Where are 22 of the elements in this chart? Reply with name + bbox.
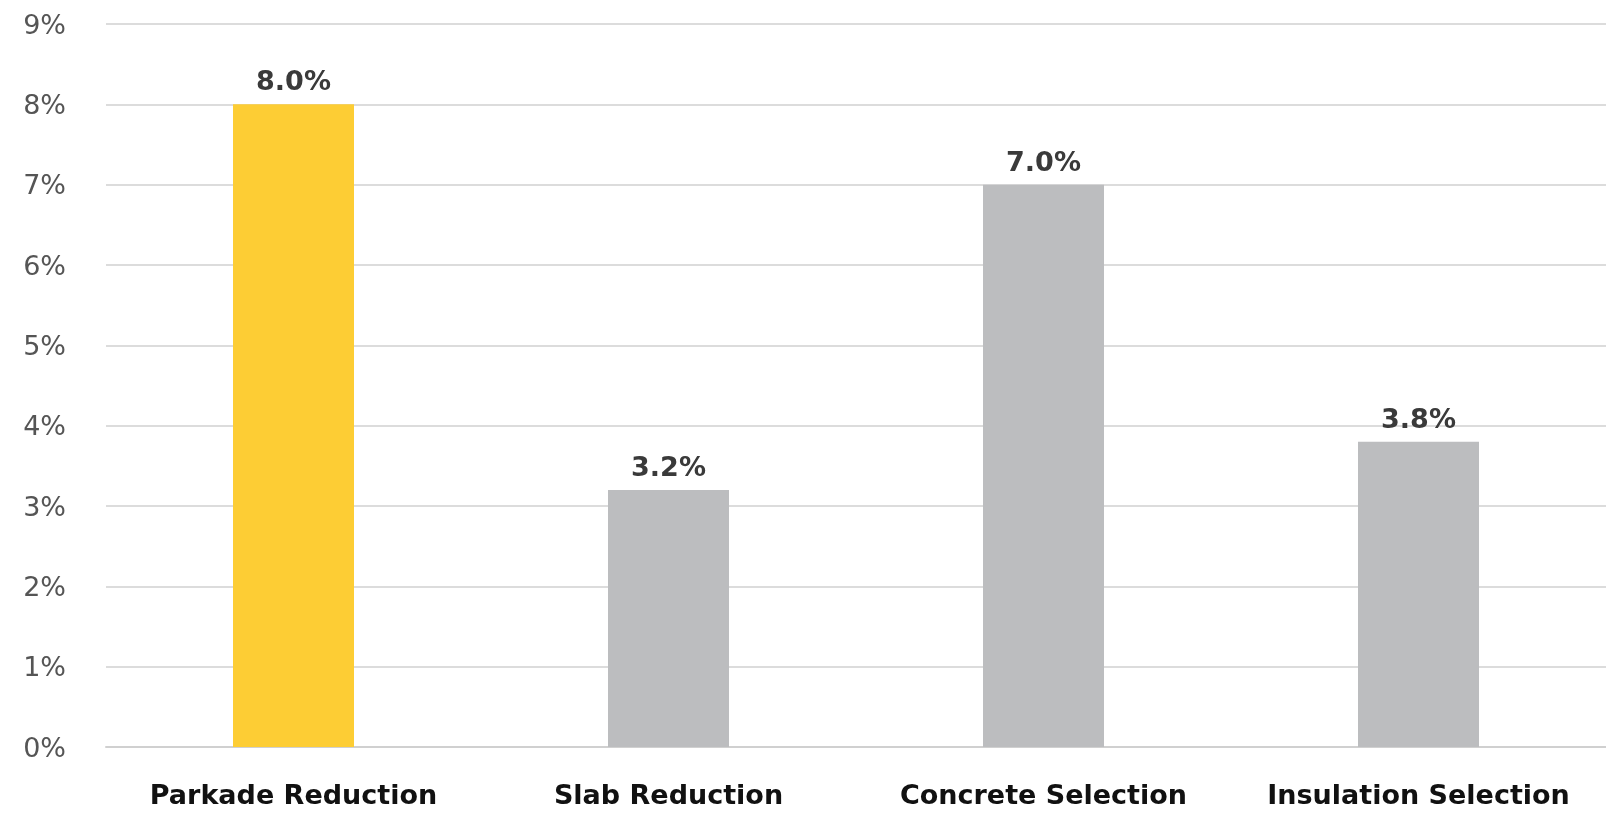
- y-tick-label: 4%: [23, 410, 66, 442]
- x-tick-label: Insulation Selection: [1267, 779, 1570, 810]
- y-tick-label: 1%: [23, 651, 66, 683]
- y-tick-label: 7%: [23, 169, 66, 201]
- data-label: 3.8%: [1381, 402, 1456, 434]
- y-tick-label: 6%: [23, 249, 66, 281]
- bar: [233, 104, 354, 747]
- data-label: 8.0%: [256, 65, 331, 97]
- x-tick-label: Slab Reduction: [553, 779, 784, 810]
- y-tick-label: 2%: [23, 570, 66, 602]
- y-tick-label: 8%: [23, 88, 66, 120]
- bar: [983, 184, 1104, 747]
- data-label: 7.0%: [1006, 145, 1081, 177]
- bar: [608, 489, 729, 747]
- bar: [1358, 441, 1479, 747]
- data-label: 3.2%: [631, 450, 706, 482]
- x-tick-label: Concrete Selection: [899, 779, 1188, 810]
- y-tick-label: 3%: [23, 490, 66, 522]
- y-tick-label: 5%: [23, 329, 66, 361]
- y-tick-label: 9%: [23, 8, 66, 40]
- y-tick-label: 0%: [23, 731, 66, 763]
- x-tick-label: Parkade Reduction: [149, 779, 438, 810]
